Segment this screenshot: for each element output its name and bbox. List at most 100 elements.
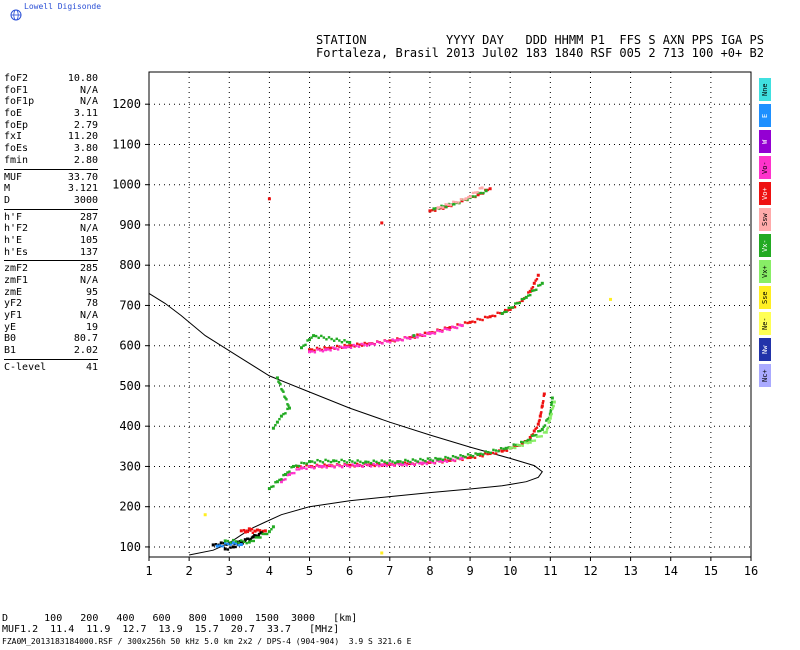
echo-point [348,465,352,469]
echo-point [476,191,479,194]
polarization-legend: Nne E W Vo- Vo+ Ssw Vx- Vx+ Sse Ne- Nw Nc+ [759,78,771,390]
echo-point [310,348,314,351]
echo-point [482,453,485,456]
echo-point [393,464,396,467]
param-value: 3.121 [67,183,98,195]
echo-point [391,460,394,463]
echo-point [527,438,530,442]
echo-point [488,187,492,191]
echo-point [482,191,485,195]
echo-point [320,464,324,468]
echo-point [248,538,251,542]
echo-point [222,541,226,545]
echo-point [302,466,306,470]
echo-point [314,334,318,338]
echo-point [311,350,314,353]
echo-point [240,539,243,542]
param-value: 80.7 [73,333,98,345]
param-name: C-level [4,361,47,373]
echo-point [434,456,437,460]
echo-point [231,541,235,545]
echo-point [215,544,219,548]
echo-point [380,459,383,462]
echo-point [425,462,429,466]
echo-point [461,454,465,458]
echo-point [363,343,366,346]
echo-point [364,460,368,464]
echo-point [474,452,477,455]
echo-point [313,461,317,464]
echo-point [441,330,444,333]
echo-point [399,338,402,341]
scaled-parameters-panel: foF2 10.80 foF1 N/A foF1p N/A foE 3.11 foEp 2.79 f… [4,73,98,374]
echo-point [420,461,424,465]
echo-point [451,454,455,458]
param-separator [4,168,98,170]
echo-point [337,461,341,464]
echo-point [330,337,333,341]
echo-point [531,439,534,443]
file-info-footer: FZA0M_2013183184000.RSF / 300x256h 50 kH… [2,637,412,646]
echo-point [538,414,542,418]
echo-point [315,464,318,467]
echo-point [531,433,535,436]
param-name: foF2 [4,73,29,84]
echo-point [540,411,543,414]
echo-point [278,417,281,421]
echo-point [418,333,422,336]
echo-point [258,529,262,532]
echo-point [378,341,382,344]
echo-point [295,464,299,468]
echo-point [279,383,282,386]
param-value: 287 [79,211,98,223]
echo-point [243,530,247,534]
echo-point [329,349,332,352]
echo-point [516,443,519,447]
x-tick-label: 7 [386,564,393,578]
param-separator [4,208,98,210]
echo-point [545,419,548,422]
echo-point [355,344,358,348]
echo-point [234,542,238,545]
echo-point [540,435,543,438]
echo-point [256,528,260,532]
echo-point [327,336,331,339]
echo-point [313,349,316,352]
echo-point [257,534,260,537]
echo-point [283,472,287,476]
echo-point [287,404,290,407]
echo-point [281,389,284,392]
echo-point [321,350,325,353]
param-row: zmF2 285 [4,263,98,275]
echo-point [297,468,301,471]
echo-point [324,348,328,352]
param-name: zmF2 [4,263,29,275]
param-name: foEp [4,119,29,131]
echo-point [542,431,546,434]
echo-point [355,342,359,345]
echo-point [483,452,487,455]
echo-point [369,461,373,465]
echo-point [522,297,526,301]
x-tick-label: 14 [664,564,678,578]
echo-point [532,281,536,285]
y-tick-label: 500 [119,379,141,393]
echo-point [316,458,319,462]
echo-point [287,406,291,410]
echo-point [456,323,459,326]
echo-point [426,457,430,460]
echo-point [241,540,244,543]
echo-point [254,536,258,539]
echo-point [512,443,515,446]
y-tick-label: 400 [119,419,141,433]
param-name: B0 [4,333,17,345]
echo-point [450,325,454,329]
echo-point [550,396,554,400]
param-value: 41 [85,361,98,373]
echo-point [310,466,313,469]
echo-point [505,310,508,313]
echo-point [521,444,524,447]
echo-point [446,203,450,206]
echo-point [436,457,440,461]
echo-point [395,462,399,465]
